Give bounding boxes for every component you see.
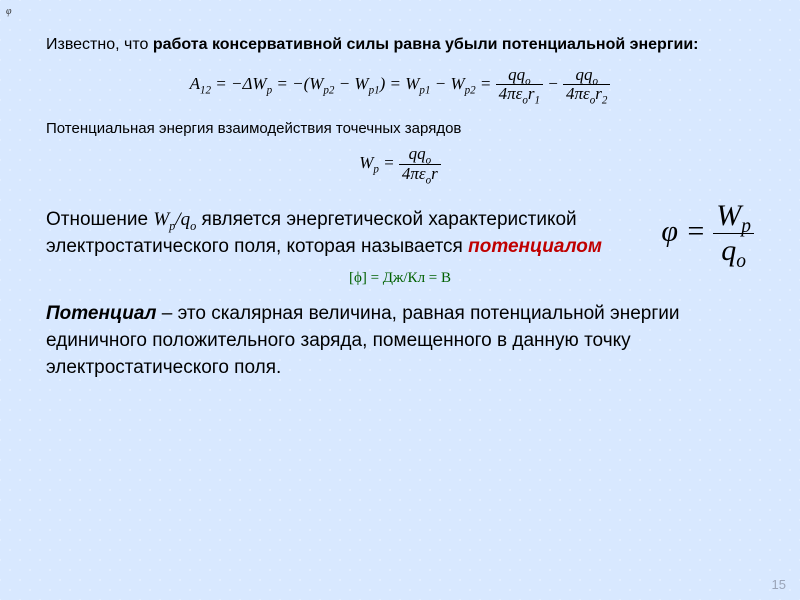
wp-equation: Wp = qqo4πεor [46, 145, 754, 183]
w-m2s: p2 [323, 84, 334, 96]
rt-sym: W [153, 209, 169, 230]
ratio-paragraph: Отношение Wp/qo является энергетической … [46, 207, 661, 260]
definition: Потенциал – это скалярная величина, равн… [46, 301, 754, 381]
w-d1b: r [528, 84, 535, 103]
w-m2: = −(W [272, 74, 323, 93]
intro-b: работа консервативной силы равна убыли п… [153, 36, 699, 53]
wp-da: 4πε [402, 164, 426, 183]
phi-ds: o [736, 251, 746, 272]
w-m5: − W [430, 74, 464, 93]
w-d2a: 4πε [566, 84, 590, 103]
rt-a: Отношение [46, 209, 153, 230]
wp-frac: qqo4πεor [399, 145, 441, 183]
w-d2bs: 2 [602, 95, 608, 107]
work-equation: A12 = −ΔWp = −(Wp2 − Wp1) = Wp1 − Wp2 = … [46, 66, 754, 104]
phi-n: W [716, 199, 741, 232]
phi-lhs: φ = [661, 215, 713, 248]
w-m4: ) = W [380, 74, 420, 93]
w-m4s: p1 [419, 84, 430, 96]
def-term: Потенциал [46, 303, 156, 324]
page-number: 15 [772, 577, 786, 592]
w-eq: = [476, 74, 496, 93]
phi-equation: φ = Wpqo [661, 199, 754, 268]
rt-em: потенциалом [468, 236, 602, 257]
w-frac2: qqo4πεor2 [563, 66, 610, 104]
phi-d: q [721, 234, 736, 267]
w-d2b: r [595, 84, 602, 103]
w-n2: qq [575, 65, 592, 84]
intro-a: Известно, что [46, 36, 153, 53]
wp-lhs: W [359, 153, 373, 172]
w-m1: = −ΔW [211, 74, 267, 93]
units-line: [ϕ] = Дж/Кл = В [46, 270, 754, 287]
w-m5s: p2 [465, 84, 476, 96]
w-lhs-sub: 12 [200, 84, 211, 96]
wp-n: qq [409, 144, 426, 163]
w-minus: − [543, 74, 563, 93]
intro-paragraph: Известно, что работа консервативной силы… [46, 34, 754, 56]
pe-label: Потенциальная энергия взаимодействия точ… [46, 120, 754, 137]
w-frac1: qqo4πεor1 [496, 66, 543, 104]
rt-sl: /q [175, 209, 190, 230]
w-d1bs: 1 [535, 95, 541, 107]
w-d1a: 4πε [499, 84, 523, 103]
w-m3s: p1 [369, 84, 380, 96]
w-lhs: A [190, 74, 200, 93]
wp-eq: = [379, 153, 399, 172]
wp-db: r [431, 164, 438, 183]
phi-frac: Wpqo [713, 199, 754, 268]
corner-phi: φ [6, 6, 12, 17]
w-m3: − W [334, 74, 368, 93]
w-n1: qq [508, 65, 525, 84]
